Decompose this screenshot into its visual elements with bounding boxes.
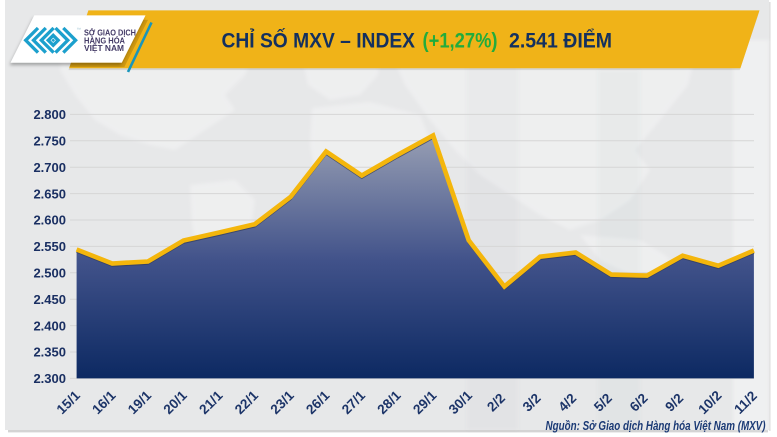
svg-text:™: ™ (77, 27, 82, 32)
svg-text:Nguồn: Sở Giao dịch Hàng hóa V: Nguồn: Sở Giao dịch Hàng hóa Việt Nam (M… (546, 418, 766, 433)
svg-text:2.541 ĐIỂM: 2.541 ĐIỂM (509, 28, 612, 53)
svg-text:VIỆT NAM: VIỆT NAM (84, 42, 124, 53)
svg-text:2.300: 2.300 (33, 371, 66, 386)
svg-text:2.650: 2.650 (33, 186, 66, 201)
svg-text:2.400: 2.400 (33, 318, 66, 333)
svg-text:2.550: 2.550 (33, 239, 66, 254)
svg-text:2.750: 2.750 (33, 134, 66, 149)
svg-text:CHỈ SỐ MXV – INDEX: CHỈ SỐ MXV – INDEX (222, 27, 416, 53)
svg-text:2.800: 2.800 (33, 107, 66, 122)
svg-text:(+1,27%): (+1,27%) (423, 29, 498, 53)
svg-text:2.350: 2.350 (33, 345, 66, 360)
svg-text:HÀNG HÓA: HÀNG HÓA (84, 35, 125, 46)
svg-text:2.500: 2.500 (33, 266, 66, 281)
svg-text:2.600: 2.600 (33, 213, 66, 228)
svg-text:2.450: 2.450 (33, 292, 66, 307)
svg-text:2.700: 2.700 (33, 160, 66, 175)
svg-text:SỞ GIAO DỊCH: SỞ GIAO DỊCH (84, 27, 136, 38)
